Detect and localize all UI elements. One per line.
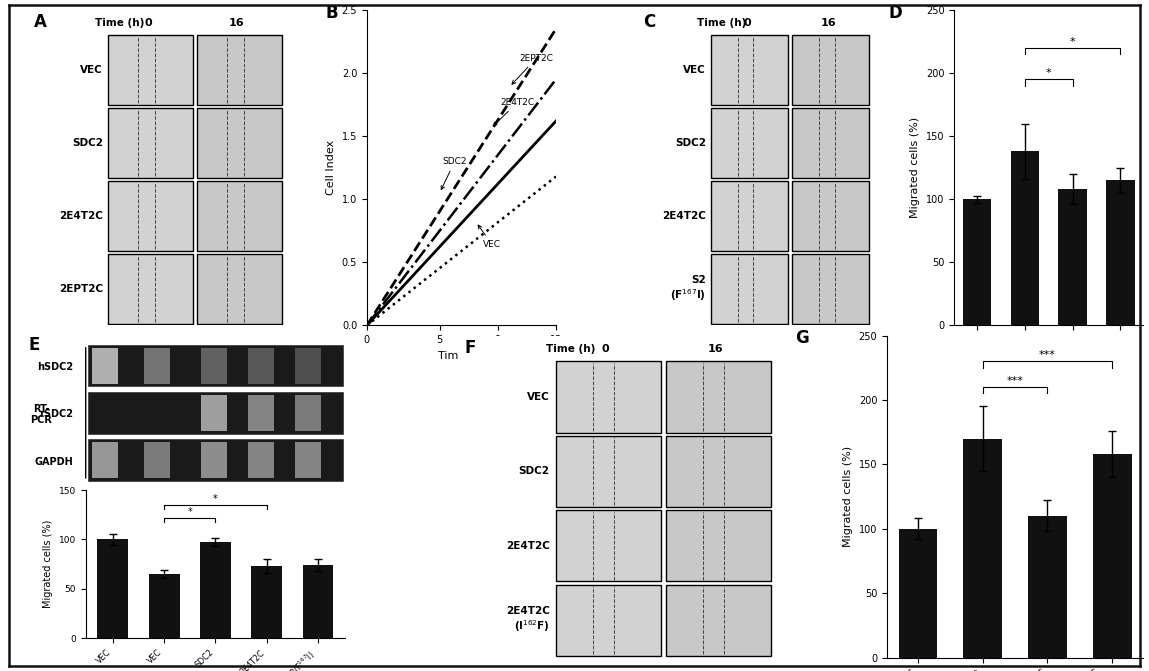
Bar <box>711 254 788 324</box>
Bar <box>196 181 282 251</box>
Bar <box>556 510 661 582</box>
Bar <box>556 584 661 656</box>
Text: VEC: VEC <box>478 225 501 249</box>
Bar <box>1028 516 1067 658</box>
Y-axis label: Migrated cells (%): Migrated cells (%) <box>843 446 853 547</box>
Text: SDC2: SDC2 <box>441 157 466 189</box>
Bar <box>666 435 771 507</box>
Bar <box>196 36 282 105</box>
Bar <box>792 254 870 324</box>
Text: C: C <box>643 13 655 32</box>
Bar <box>556 361 661 433</box>
Bar <box>196 254 282 324</box>
Text: VEC: VEC <box>527 392 549 402</box>
Text: GAPDH: GAPDH <box>34 457 74 466</box>
Bar <box>963 439 1002 658</box>
Bar <box>108 36 193 105</box>
X-axis label: Time (h): Time (h) <box>438 351 485 361</box>
Text: ***: *** <box>1007 376 1024 386</box>
Text: 2EPT2C: 2EPT2C <box>59 284 103 294</box>
Text: 16: 16 <box>820 18 836 28</box>
Text: *: * <box>1046 68 1051 79</box>
Bar <box>666 361 771 433</box>
Bar <box>666 510 771 582</box>
Text: VEC: VEC <box>80 65 103 75</box>
Text: S2
(F$^{167}$I): S2 (F$^{167}$I) <box>670 275 705 303</box>
Text: 2E4T2C
(I$^{162}$F): 2E4T2C (I$^{162}$F) <box>506 607 549 634</box>
Text: 0: 0 <box>743 18 751 28</box>
Text: B: B <box>325 4 338 21</box>
Bar <box>792 181 870 251</box>
Text: Time (h): Time (h) <box>696 18 746 28</box>
Bar <box>792 108 870 178</box>
Bar <box>711 108 788 178</box>
Text: *: * <box>1070 37 1075 47</box>
Bar <box>1011 152 1039 325</box>
Text: E: E <box>29 336 40 354</box>
Text: 16: 16 <box>708 344 723 354</box>
Bar <box>711 181 788 251</box>
Text: Time (h): Time (h) <box>546 344 595 354</box>
Text: 0: 0 <box>144 18 152 28</box>
Bar <box>108 254 193 324</box>
Bar <box>1093 454 1132 658</box>
Bar <box>711 36 788 105</box>
Text: SDC2: SDC2 <box>674 138 705 148</box>
Y-axis label: Cell Index: Cell Index <box>326 140 337 195</box>
Text: ***: *** <box>1039 350 1056 360</box>
Text: A: A <box>33 13 47 32</box>
Bar <box>108 181 193 251</box>
Text: D: D <box>888 4 902 21</box>
Text: 2E4T2C: 2E4T2C <box>506 541 549 551</box>
Bar <box>666 584 771 656</box>
Bar <box>1106 180 1135 325</box>
Text: G: G <box>795 329 809 347</box>
Text: F: F <box>464 339 476 357</box>
Text: Time (h): Time (h) <box>95 18 145 28</box>
Y-axis label: Migrated cells (%): Migrated cells (%) <box>910 117 920 218</box>
Text: SDC2: SDC2 <box>72 138 103 148</box>
Bar <box>196 108 282 178</box>
Bar <box>108 108 193 178</box>
Bar <box>963 199 992 325</box>
Text: hSDC2: hSDC2 <box>37 362 74 372</box>
Bar <box>1058 189 1087 325</box>
Text: 2E4T2C: 2E4T2C <box>662 211 705 221</box>
Text: 2E4T2C: 2E4T2C <box>59 211 103 221</box>
Text: SDC2: SDC2 <box>518 466 549 476</box>
Text: 16: 16 <box>229 18 245 28</box>
Text: RT-
PCR: RT- PCR <box>30 404 53 425</box>
Bar <box>792 36 870 105</box>
Bar <box>556 435 661 507</box>
Text: 2EPT2C: 2EPT2C <box>512 54 554 84</box>
Text: 2E4T2C: 2E4T2C <box>493 98 534 126</box>
Text: VEC: VEC <box>684 65 705 75</box>
Text: 0: 0 <box>602 344 609 354</box>
Text: rSDC2: rSDC2 <box>39 409 74 419</box>
Bar <box>899 529 938 658</box>
